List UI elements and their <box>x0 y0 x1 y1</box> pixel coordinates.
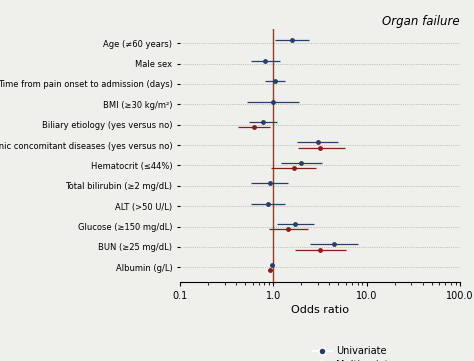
Legend: Univariate, Multivariate: Univariate, Multivariate <box>309 342 398 361</box>
Text: Organ failure: Organ failure <box>382 15 460 28</box>
X-axis label: Odds ratio: Odds ratio <box>291 305 349 315</box>
